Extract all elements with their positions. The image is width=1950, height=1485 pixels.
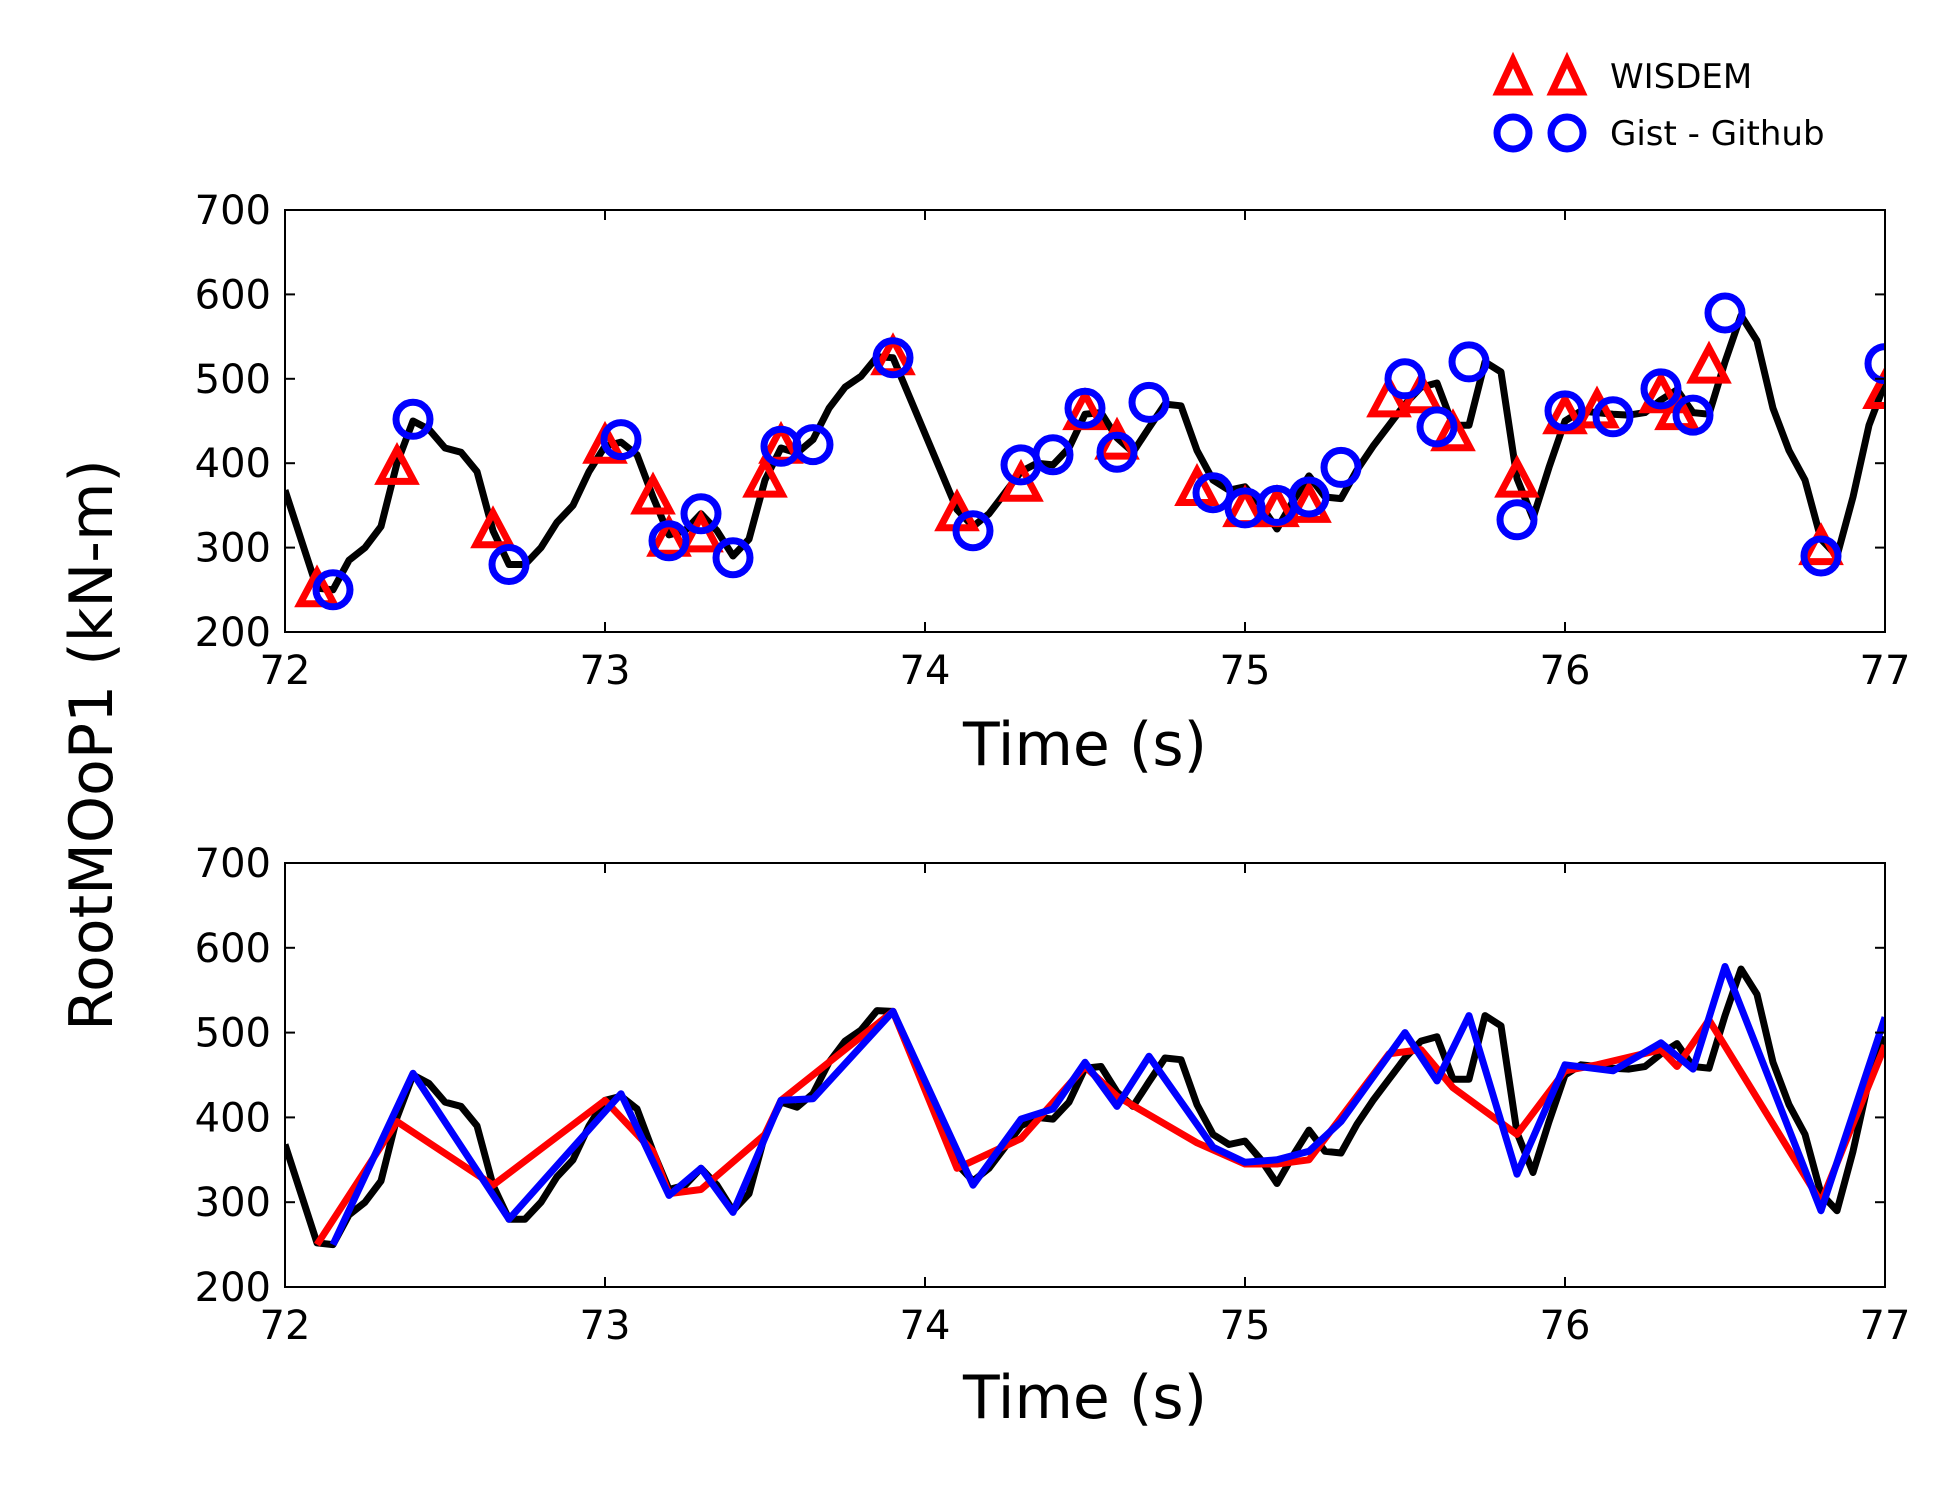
x-axis-title-1: Time (s) (962, 1363, 1207, 1433)
wisdem-point-28 (1862, 366, 1885, 409)
gist-point-6 (712, 537, 754, 579)
wisdem-point-6 (678, 509, 724, 553)
bottom-panel: 72 73 74 75 76 77 200 300 400 500 600 700 Time (s) (195, 841, 1911, 1433)
gist-point-8 (792, 424, 834, 466)
legend: WISDEM Gist - Github (1492, 51, 1825, 154)
wisdem-point-18 (1366, 374, 1412, 418)
gist-point-19 (1288, 476, 1330, 518)
gist-point-2 (488, 544, 530, 585)
wisdem-point-20 (1430, 408, 1476, 452)
legend-wisdem-marker-2 (1546, 51, 1588, 96)
wisdem-point-24 (1638, 370, 1684, 414)
gist-point-26 (1592, 396, 1634, 438)
gist-point-24 (1496, 499, 1538, 541)
gist-point-25 (1544, 390, 1586, 432)
y-tick-label-0-0: 200 (195, 610, 271, 656)
legend-item-gist: Gist - Github (1493, 113, 1825, 154)
gist-point-31 (1864, 343, 1885, 385)
wisdem-point-7 (742, 454, 788, 498)
wisdem-point-5 (646, 513, 692, 557)
plot-area-0 (285, 292, 1885, 611)
gist-point-10 (952, 510, 994, 552)
plot-frame-0 (284, 209, 1886, 633)
gist-point-22 (1416, 406, 1458, 448)
wisdem-point-21 (1494, 454, 1540, 498)
x-tick-label-0-2: 74 (900, 648, 951, 694)
wisdem-point-3 (582, 420, 628, 464)
y-tick-label-0-3: 500 (195, 357, 271, 403)
gist-point-16 (1192, 472, 1234, 514)
gist-point-14 (1096, 431, 1138, 473)
gist-point-4 (648, 520, 690, 562)
gist-point-15 (1128, 381, 1170, 423)
y-tick-label-1-5: 700 (195, 841, 271, 887)
wisdem-point-27 (1798, 522, 1844, 566)
gist-point-13 (1064, 387, 1106, 429)
y-tick-label-1-4: 600 (195, 926, 271, 972)
legend-gist-marker-2 (1547, 113, 1587, 153)
y-tick-label-1-2: 400 (195, 1095, 271, 1141)
y-tick-label-0-2: 400 (195, 441, 271, 487)
gist-point-9 (872, 337, 914, 379)
x-tick-label-0-3: 75 (1220, 648, 1271, 694)
wisdem-point-17 (1286, 479, 1332, 523)
gist-point-20 (1320, 446, 1362, 488)
wisdem-point-1 (374, 441, 420, 485)
gist-point-29 (1704, 292, 1746, 334)
reference-line-0 (285, 312, 1885, 594)
legend-label-wisdem: WISDEM (1610, 57, 1752, 97)
legend-wisdem-marker-1 (1492, 51, 1534, 96)
y-tick-label-0-1: 300 (195, 526, 271, 572)
gist-point-12 (1032, 434, 1074, 476)
wisdem-point-26 (1686, 340, 1732, 384)
gist-point-5 (680, 493, 722, 535)
gist-line-1 (329, 963, 1885, 1247)
gist-point-1 (392, 398, 434, 440)
gist-point-0 (312, 569, 354, 611)
gist-point-28 (1672, 394, 1714, 436)
wisdem-point-4 (630, 471, 676, 515)
x-tick-label-0-5: 77 (1860, 648, 1911, 694)
gist-point-23 (1448, 341, 1490, 383)
gist-point-27 (1640, 368, 1682, 410)
y-axis-title: RootMOoP1 (kN-m) (57, 459, 127, 1031)
x-tick-label-1-0: 72 (260, 1303, 311, 1349)
plot-area-1 (285, 963, 1885, 1249)
x-tick-label-0-4: 76 (1540, 648, 1591, 694)
y-tick-label-1-1: 300 (195, 1180, 271, 1226)
wisdem-point-2 (470, 505, 516, 549)
gist-point-3 (600, 419, 642, 461)
legend-item-wisdem: WISDEM (1492, 51, 1752, 97)
y-tick-label-1-0: 200 (195, 1265, 271, 1311)
plot-frame-1 (284, 862, 1886, 1288)
x-tick-label-1-3: 75 (1220, 1303, 1271, 1349)
x-tick-label-1-1: 73 (580, 1303, 631, 1349)
legend-label-gist: Gist - Github (1610, 114, 1825, 154)
y-tick-label-1-3: 500 (195, 1011, 271, 1057)
x-tick-label-1-4: 76 (1540, 1303, 1591, 1349)
gist-point-30 (1800, 535, 1842, 577)
x-tick-label-1-2: 74 (900, 1303, 951, 1349)
x-axis-title-0: Time (s) (962, 710, 1207, 780)
gist-point-21 (1384, 358, 1426, 400)
top-panel: 72 73 74 75 76 77 200 300 400 500 600 700 Time (s) (195, 188, 1911, 780)
legend-gist-marker-1 (1493, 113, 1533, 153)
y-tick-label-0-4: 600 (195, 272, 271, 318)
x-tick-label-0-0: 72 (260, 648, 311, 694)
y-tick-label-0-5: 700 (195, 188, 271, 234)
x-tick-label-0-1: 73 (580, 648, 631, 694)
wisdem-point-0 (294, 564, 340, 608)
x-tick-label-1-5: 77 (1860, 1303, 1911, 1349)
